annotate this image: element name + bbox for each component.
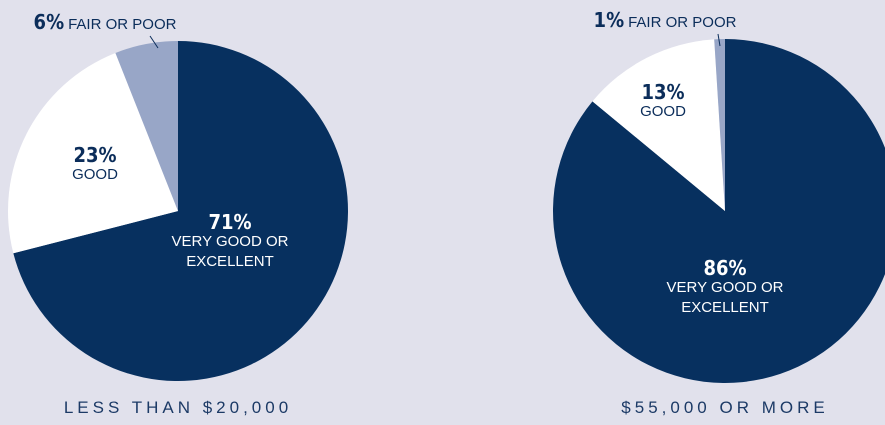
slice-percent: 1% (593, 8, 625, 32)
slice-category: VERY GOOD OR EXCELLENT (171, 233, 289, 270)
leader-line (149, 35, 159, 49)
pie-slice (8, 52, 179, 254)
slice-percent: 71% (208, 210, 252, 234)
slice-label: 71% VERY GOOD OR EXCELLENT (150, 212, 310, 272)
slice-category: FAIR OR POOR (68, 16, 177, 33)
slice-percent: 6% (33, 10, 65, 34)
slice-label: 1% FAIR OR POOR (575, 10, 755, 33)
slice-category: VERY GOOD OR EXCELLENT (666, 279, 784, 316)
pie-slice (115, 41, 178, 211)
slice-label: 13% GOOD (613, 82, 713, 122)
slice-label: 86% VERY GOOD OR EXCELLENT (645, 258, 805, 318)
pie-slice (592, 39, 725, 211)
slice-label: 23% GOOD (45, 145, 145, 185)
pie-slice (553, 39, 885, 383)
slice-percent: 86% (703, 256, 747, 280)
slice-percent: 13% (641, 80, 685, 104)
chart-title: LESS THAN $20,000 (63, 398, 293, 417)
pie-slice (714, 39, 725, 211)
slice-percent: 23% (73, 143, 117, 167)
pie-slice (13, 41, 349, 381)
chart-title: $55,000 OR MORE (621, 398, 829, 417)
slice-category: GOOD (640, 103, 686, 120)
slice-category: GOOD (72, 166, 118, 183)
slice-label: 6% FAIR OR POOR (5, 12, 205, 35)
leader-line (717, 33, 721, 47)
slice-category: FAIR OR POOR (628, 14, 737, 31)
